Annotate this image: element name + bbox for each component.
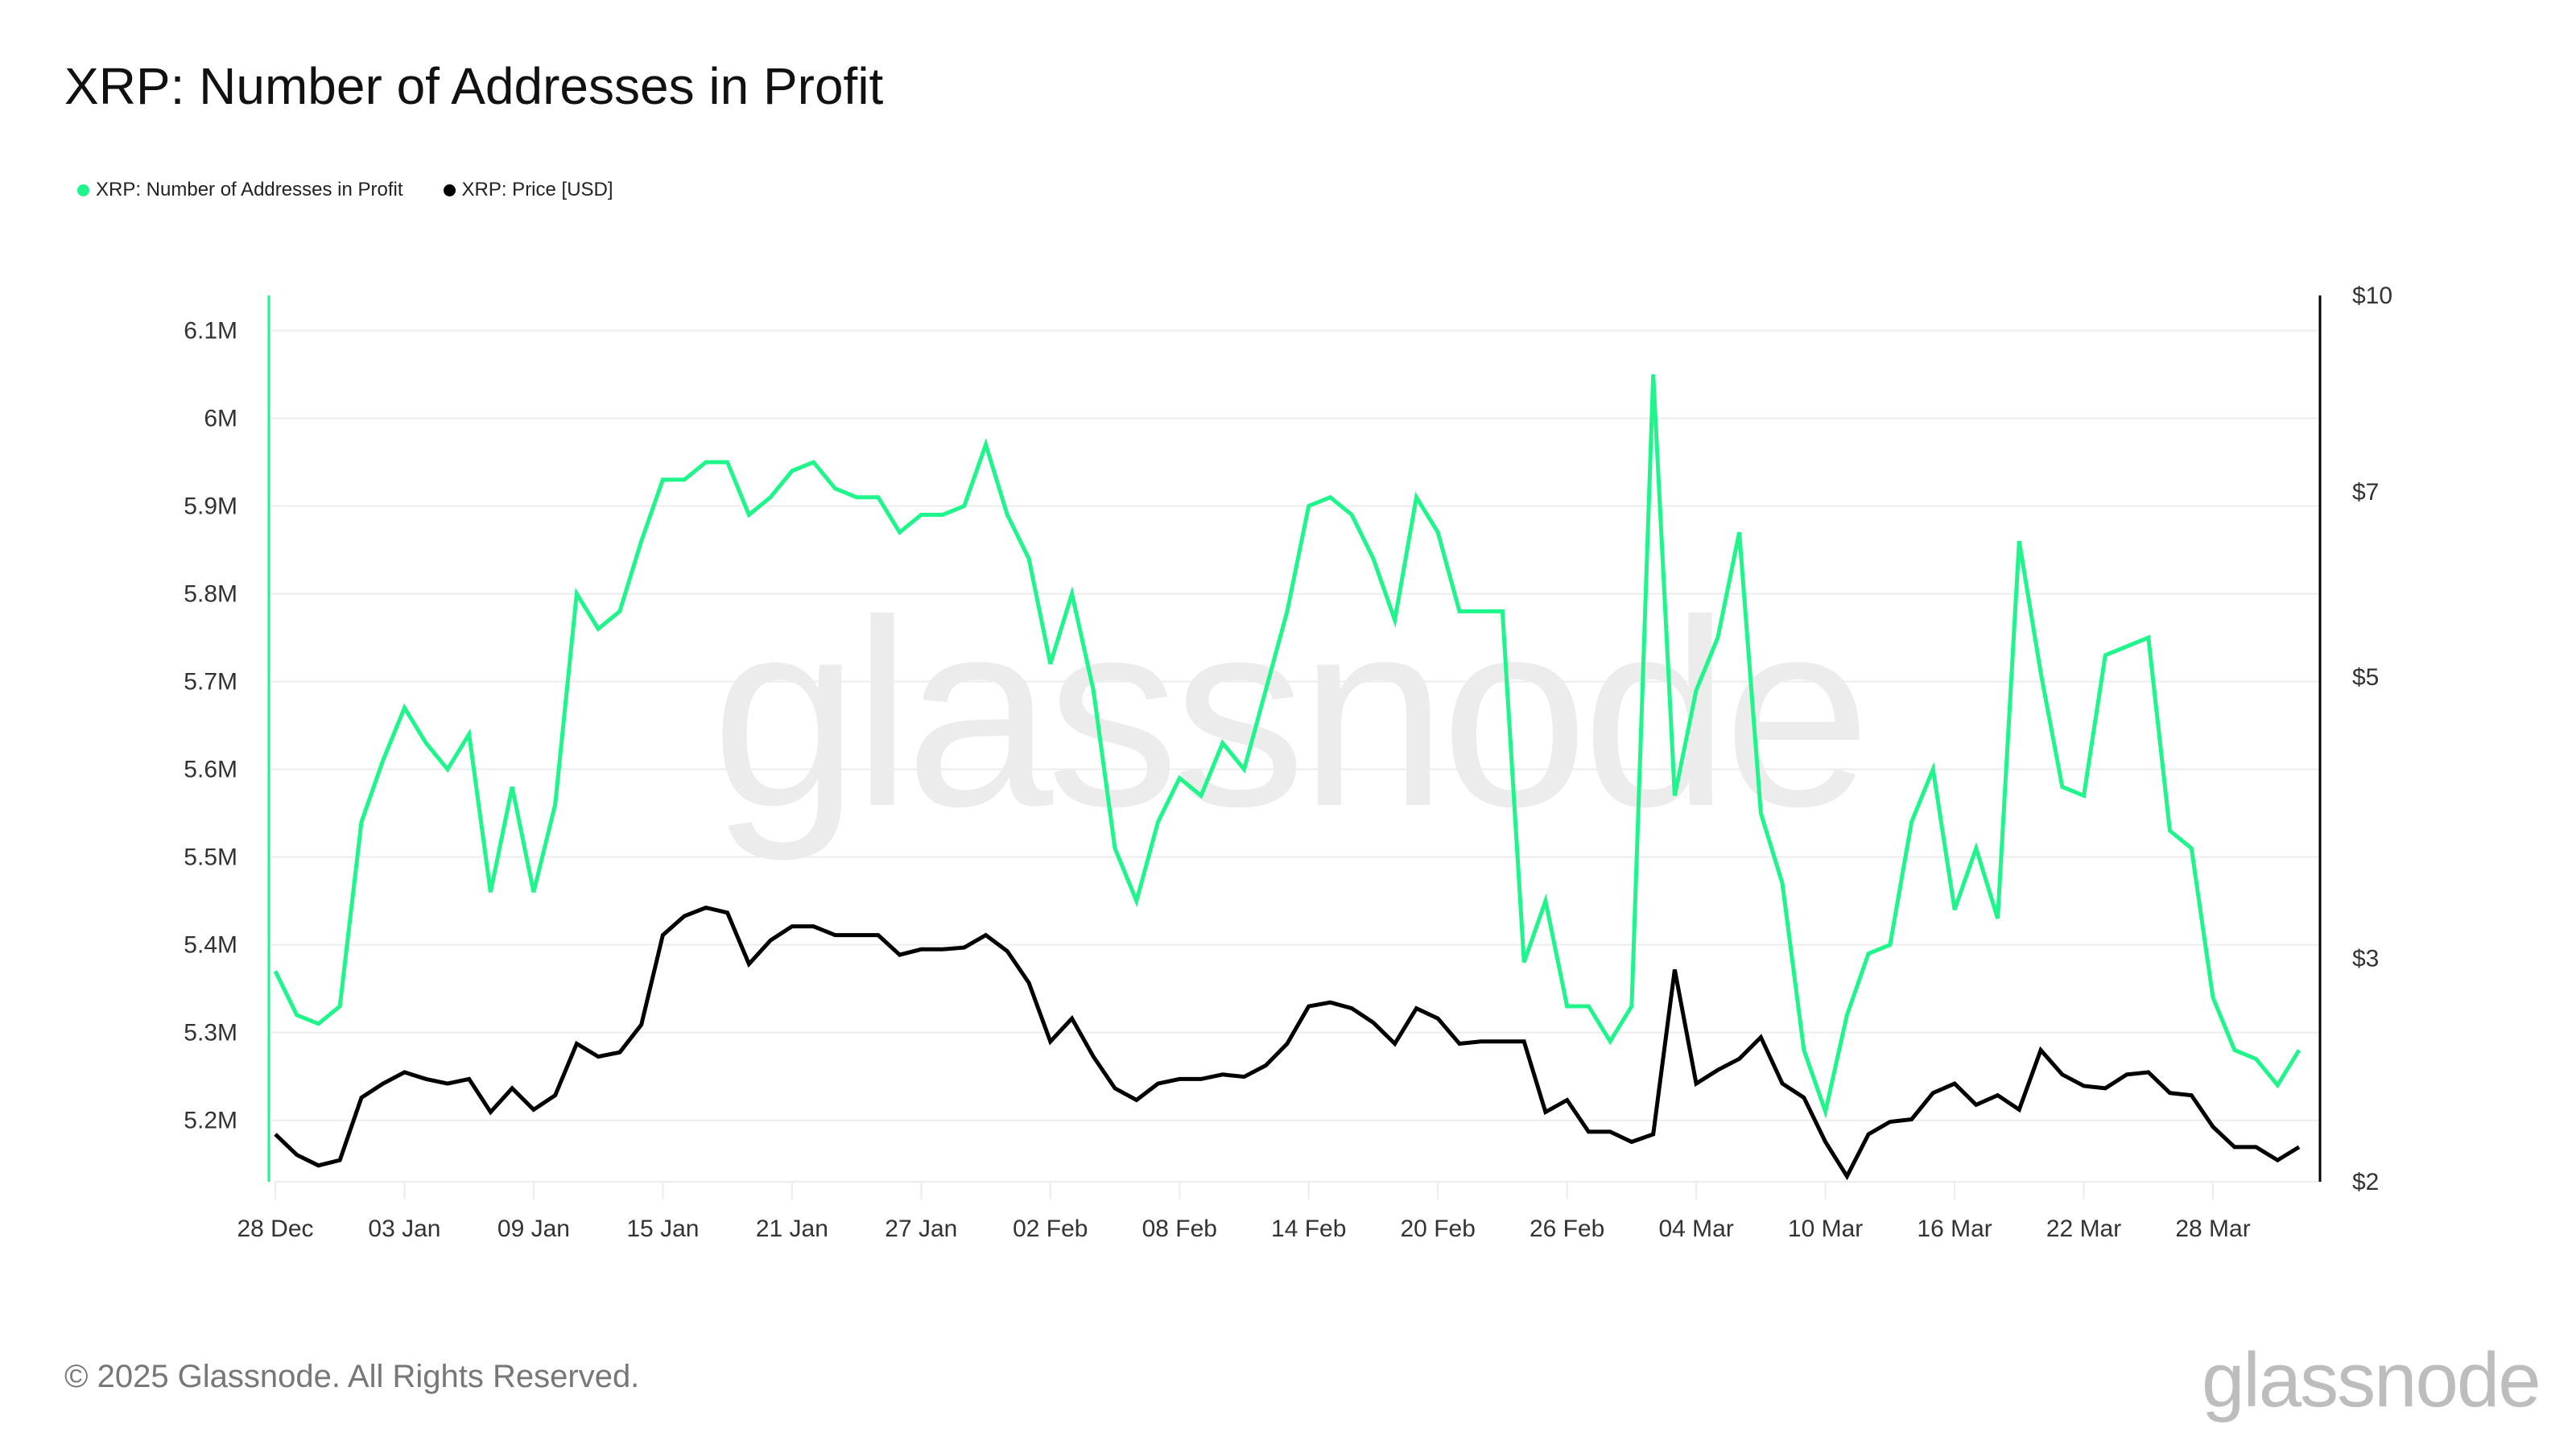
legend-label: XRP: Number of Addresses in Profit [96, 179, 403, 200]
watermark: glassnode [712, 564, 1865, 863]
x-tick-label: 28 Mar [2175, 1216, 2250, 1242]
left-y-axis: 5.2M 5.3M 5.4M 5.5M 5.6M 5.7M 5.8M 5.9M 6M 6.1M [184, 295, 270, 1182]
legend-item-price[interactable]: XRP: Price [USD] [443, 179, 613, 201]
series-lines [273, 374, 2301, 1181]
x-tick-label: 20 Feb [1401, 1216, 1476, 1242]
left-tick-label: 6.1M [184, 318, 237, 345]
x-tick-label: 02 Feb [1013, 1216, 1088, 1242]
x-tick-label: 28 Dec [237, 1216, 313, 1242]
x-tick-label: 09 Jan [497, 1216, 570, 1242]
price-line [274, 905, 2301, 1181]
copyright: © 2025 Glassnode. All Rights Reserved. [64, 1359, 640, 1394]
right-tick-label: $5 [2352, 664, 2379, 691]
right-tick-label: $3 [2352, 946, 2379, 972]
x-tick-label: 16 Mar [1917, 1216, 1992, 1242]
left-tick-label: 5.9M [184, 493, 237, 520]
x-tick-label: 22 Mar [2046, 1216, 2121, 1242]
x-tick-label: 21 Jan [756, 1216, 828, 1242]
legend-label: XRP: Price [USD] [461, 179, 613, 200]
x-tick-label: 27 Jan [885, 1216, 957, 1242]
left-tick-label: 5.3M [184, 1020, 237, 1046]
x-tick-label: 10 Mar [1788, 1216, 1863, 1242]
page-title: XRP: Number of Addresses in Profit [64, 57, 884, 115]
legend-dot-black-icon [443, 184, 456, 196]
legend: XRP: Number of Addresses in Profit XRP: … [77, 179, 613, 201]
x-axis: 28 Dec 03 Jan 09 Jan 15 Jan 21 Jan 27 Jan 02 F… [237, 1181, 2320, 1242]
x-tick-label: 04 Mar [1658, 1216, 1733, 1242]
right-tick-label: $7 [2352, 479, 2379, 506]
legend-dot-green-icon [77, 184, 89, 196]
x-tick-label: 26 Feb [1530, 1216, 1604, 1242]
right-y-axis: $2 $3 $5 $7 $10 [2318, 283, 2392, 1195]
x-tick-label: 14 Feb [1271, 1216, 1346, 1242]
legend-item-addresses[interactable]: XRP: Number of Addresses in Profit [77, 179, 403, 201]
x-tick-label: 08 Feb [1142, 1216, 1217, 1242]
left-tick-label: 6M [204, 406, 237, 432]
glassnode-logo: glassnode [2202, 1337, 2541, 1423]
x-tick-label: 03 Jan [368, 1216, 440, 1242]
left-tick-label: 5.5M [184, 844, 237, 871]
right-tick-label: $10 [2352, 283, 2392, 309]
left-tick-label: 5.8M [184, 581, 237, 608]
left-tick-label: 5.4M [184, 932, 237, 959]
left-tick-label: 5.6M [184, 757, 237, 783]
x-tick-label: 15 Jan [626, 1216, 699, 1242]
right-tick-label: $2 [2352, 1169, 2379, 1195]
left-tick-label: 5.7M [184, 669, 237, 696]
addresses-in-profit-line [273, 374, 2301, 1119]
left-tick-label: 5.2M [184, 1108, 237, 1134]
